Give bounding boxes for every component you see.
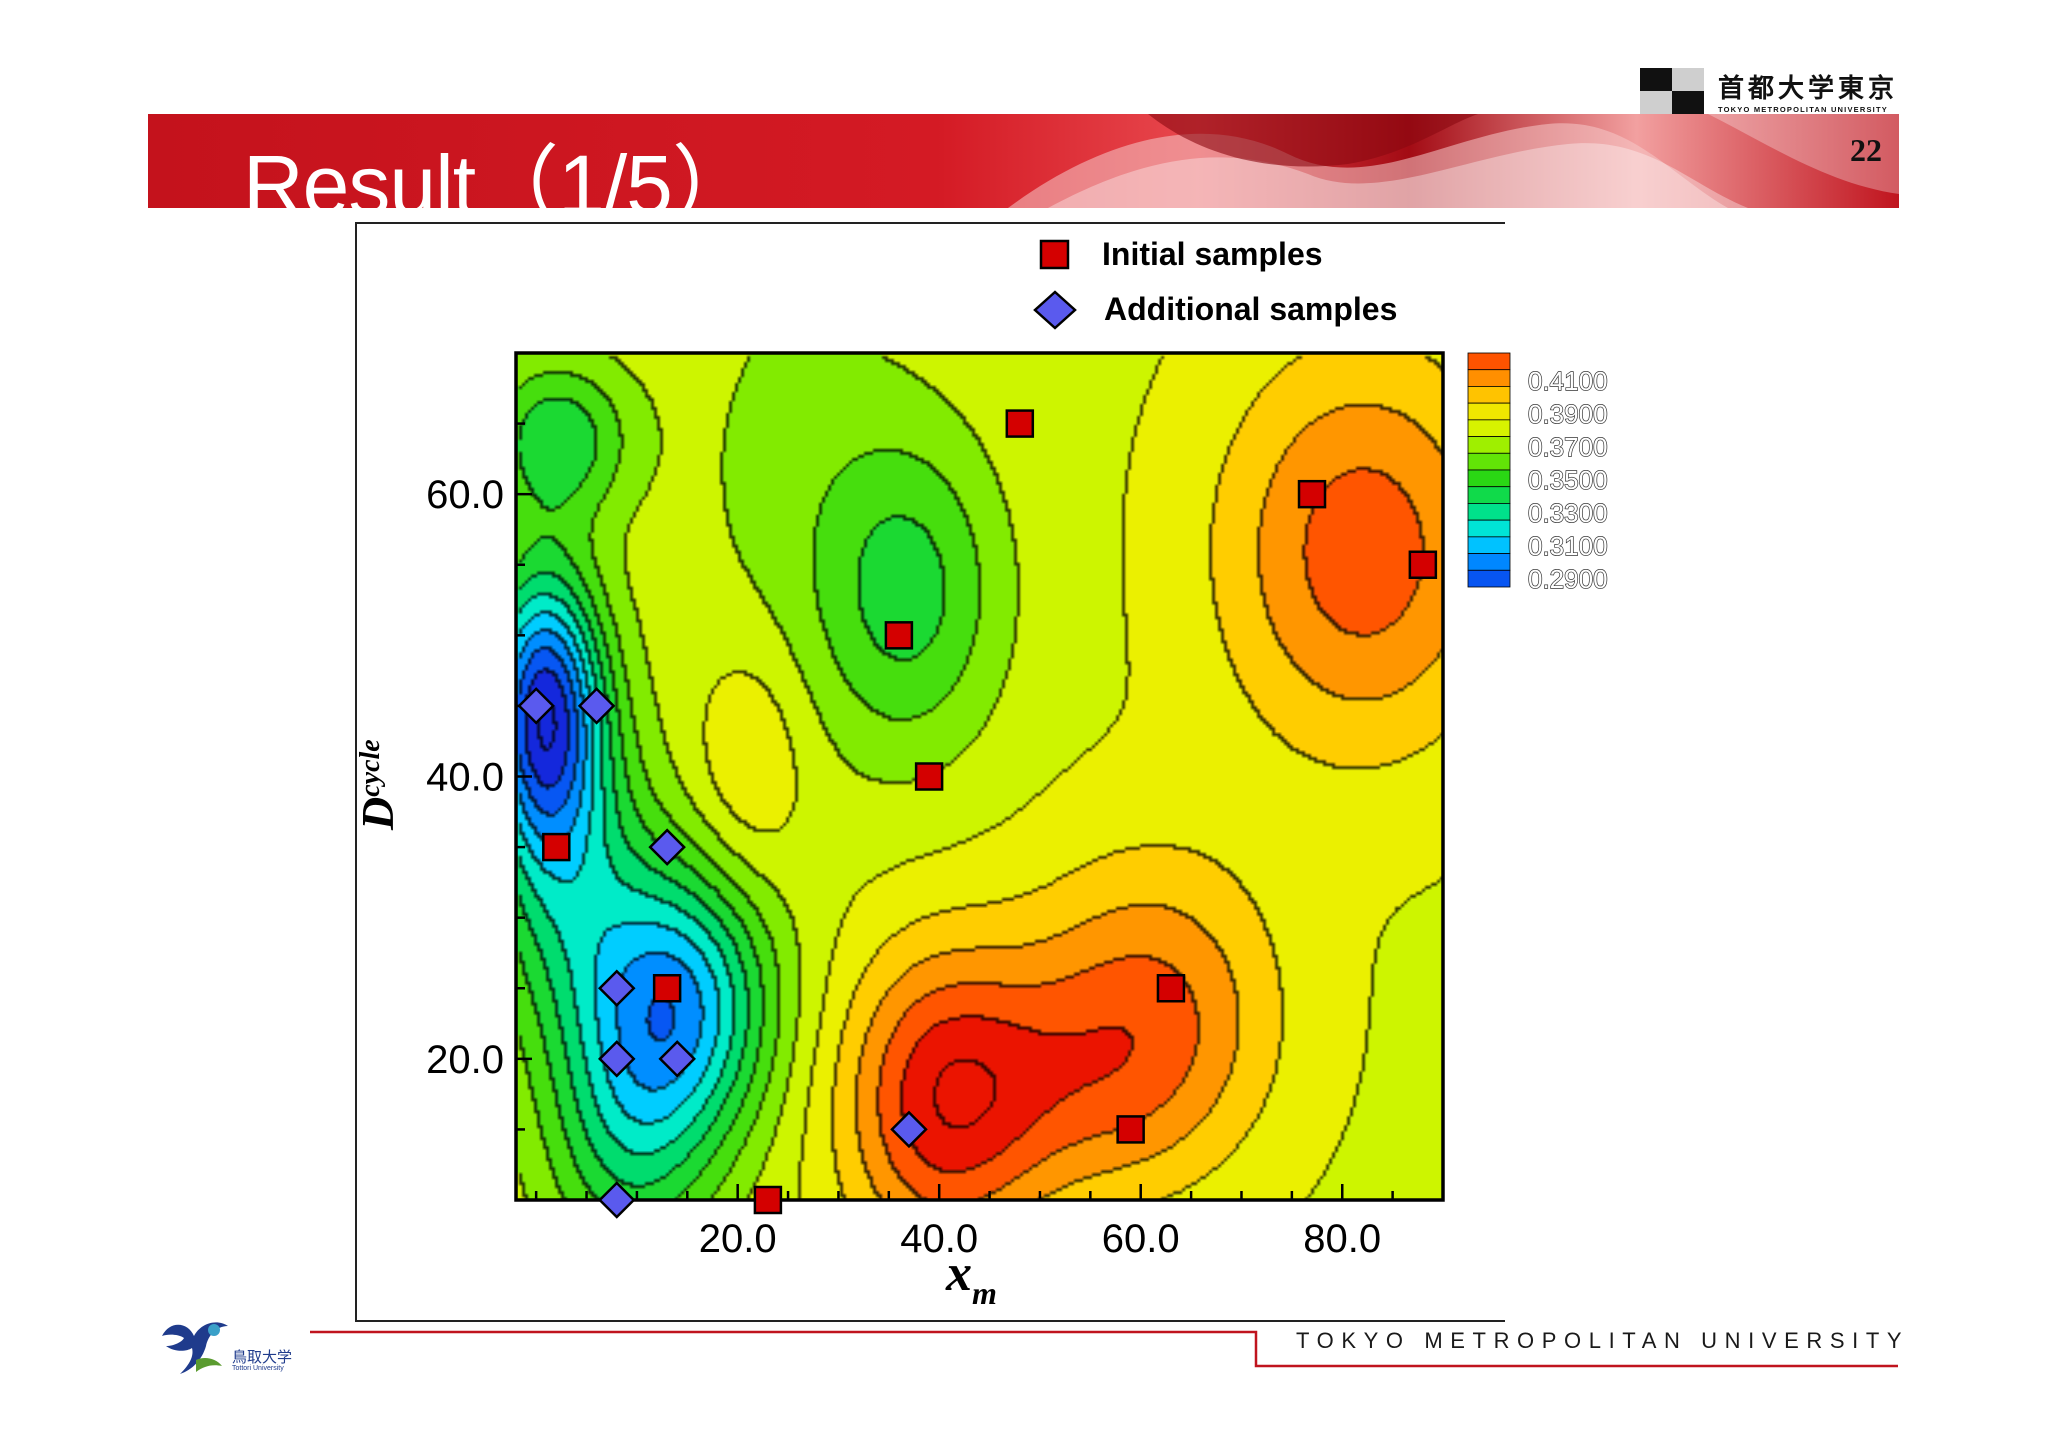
initial-sample-marker bbox=[652, 974, 682, 1003]
page-number: 22 bbox=[1850, 132, 1882, 168]
colorbar-label: 0.3300 bbox=[1528, 498, 1608, 528]
colorbar-segment bbox=[1467, 352, 1511, 371]
slide-title: Result（1/5） bbox=[243, 138, 756, 232]
colorbar-label: 0.4100 bbox=[1528, 366, 1608, 396]
additional-sample-marker bbox=[648, 828, 686, 866]
x-tick-label: 80.0 bbox=[1303, 1217, 1381, 1261]
additional-sample-marker bbox=[597, 1181, 636, 1219]
additional-sample-marker bbox=[597, 1040, 636, 1078]
logo-squares-icon bbox=[1640, 68, 1704, 114]
colorbar-segment bbox=[1467, 419, 1511, 437]
initial-sample-marker bbox=[1297, 479, 1327, 509]
footer-text: TOKYO METROPOLITAN UNIVERSITY bbox=[1296, 1328, 1910, 1353]
colorbar bbox=[1467, 352, 1511, 588]
legend-label-initial: Initial samples bbox=[1102, 236, 1323, 272]
colorbar-segment bbox=[1467, 519, 1511, 538]
additional-sample-marker bbox=[597, 969, 636, 1008]
colorbar-segment bbox=[1467, 536, 1511, 554]
initial-sample-marker bbox=[1005, 409, 1035, 438]
sample-markers bbox=[517, 409, 1438, 1219]
x-tick-label: 40.0 bbox=[900, 1217, 978, 1261]
partner-logo-subtitle: Tottori University bbox=[232, 1365, 284, 1372]
title-banner bbox=[148, 114, 1899, 208]
initial-sample-marker bbox=[542, 832, 571, 862]
tottori-bird-icon bbox=[162, 1322, 228, 1374]
colorbar-segment bbox=[1467, 503, 1511, 521]
x-tick-labels: 20.0 40.0 60.0 80.0 bbox=[699, 1217, 1381, 1261]
y-axis-label: Dcycle bbox=[352, 739, 403, 831]
colorbar-segment bbox=[1467, 436, 1511, 454]
x-axis-label: xm bbox=[945, 1245, 997, 1311]
colorbar-segment bbox=[1467, 369, 1511, 387]
y-tick-labels: 20.0 40.0 60.0 bbox=[426, 473, 504, 1082]
colorbar-segment bbox=[1467, 386, 1511, 404]
colorbar-labels: 0.41000.39000.37000.35000.33000.31000.29… bbox=[1527, 365, 1608, 594]
figure-frame bbox=[355, 222, 1505, 1322]
y-tick-label: 60.0 bbox=[426, 473, 504, 517]
x-tick-label: 60.0 bbox=[1102, 1217, 1180, 1261]
additional-sample-marker bbox=[577, 687, 616, 725]
colorbar-label: 0.3100 bbox=[1528, 531, 1608, 561]
colorbar-label: 0.3900 bbox=[1528, 399, 1608, 429]
additional-sample-marker bbox=[517, 687, 555, 725]
colorbar-segment bbox=[1467, 569, 1511, 588]
initial-sample-marker bbox=[753, 1185, 783, 1215]
initial-sample-marker bbox=[1156, 974, 1186, 1003]
additional-sample-marker bbox=[890, 1110, 928, 1149]
colorbar-label: 0.3700 bbox=[1528, 432, 1608, 462]
legend-marker-additional bbox=[1033, 290, 1077, 330]
colorbar-segment bbox=[1467, 452, 1511, 471]
initial-sample-marker bbox=[914, 762, 944, 791]
initial-sample-marker bbox=[884, 621, 914, 650]
logo-subtitle: TOKYO METROPOLITAN UNIVERSITY bbox=[1718, 105, 1888, 114]
initial-sample-marker bbox=[1408, 550, 1438, 579]
x-tick-label: 20.0 bbox=[699, 1217, 777, 1261]
legend-label-additional: Additional samples bbox=[1104, 291, 1397, 327]
colorbar-segment bbox=[1467, 553, 1511, 571]
colorbar-label: 0.2900 bbox=[1528, 564, 1608, 594]
partner-logo: 鳥取大学 Tottori University bbox=[156, 1316, 306, 1382]
university-logo: 首都大学東京 TOKYO METROPOLITAN UNIVERSITY bbox=[1640, 68, 1902, 116]
colorbar-segment bbox=[1467, 486, 1511, 504]
colorbar-segment bbox=[1467, 469, 1511, 488]
axes bbox=[514, 351, 1445, 1202]
additional-sample-marker bbox=[658, 1040, 696, 1078]
legend: Initial samples Additional samples bbox=[1033, 236, 1397, 330]
legend-marker-initial bbox=[1039, 239, 1070, 270]
colorbar-segment bbox=[1467, 402, 1511, 421]
y-tick-label: 20.0 bbox=[426, 1038, 504, 1082]
banner-graphic bbox=[148, 114, 1899, 208]
initial-sample-marker bbox=[1116, 1115, 1145, 1144]
colorbar-label: 0.3500 bbox=[1528, 465, 1608, 495]
logo-name: 首都大学東京 bbox=[1718, 74, 1899, 104]
y-tick-label: 40.0 bbox=[426, 756, 504, 800]
partner-logo-name: 鳥取大学 bbox=[232, 1348, 293, 1366]
